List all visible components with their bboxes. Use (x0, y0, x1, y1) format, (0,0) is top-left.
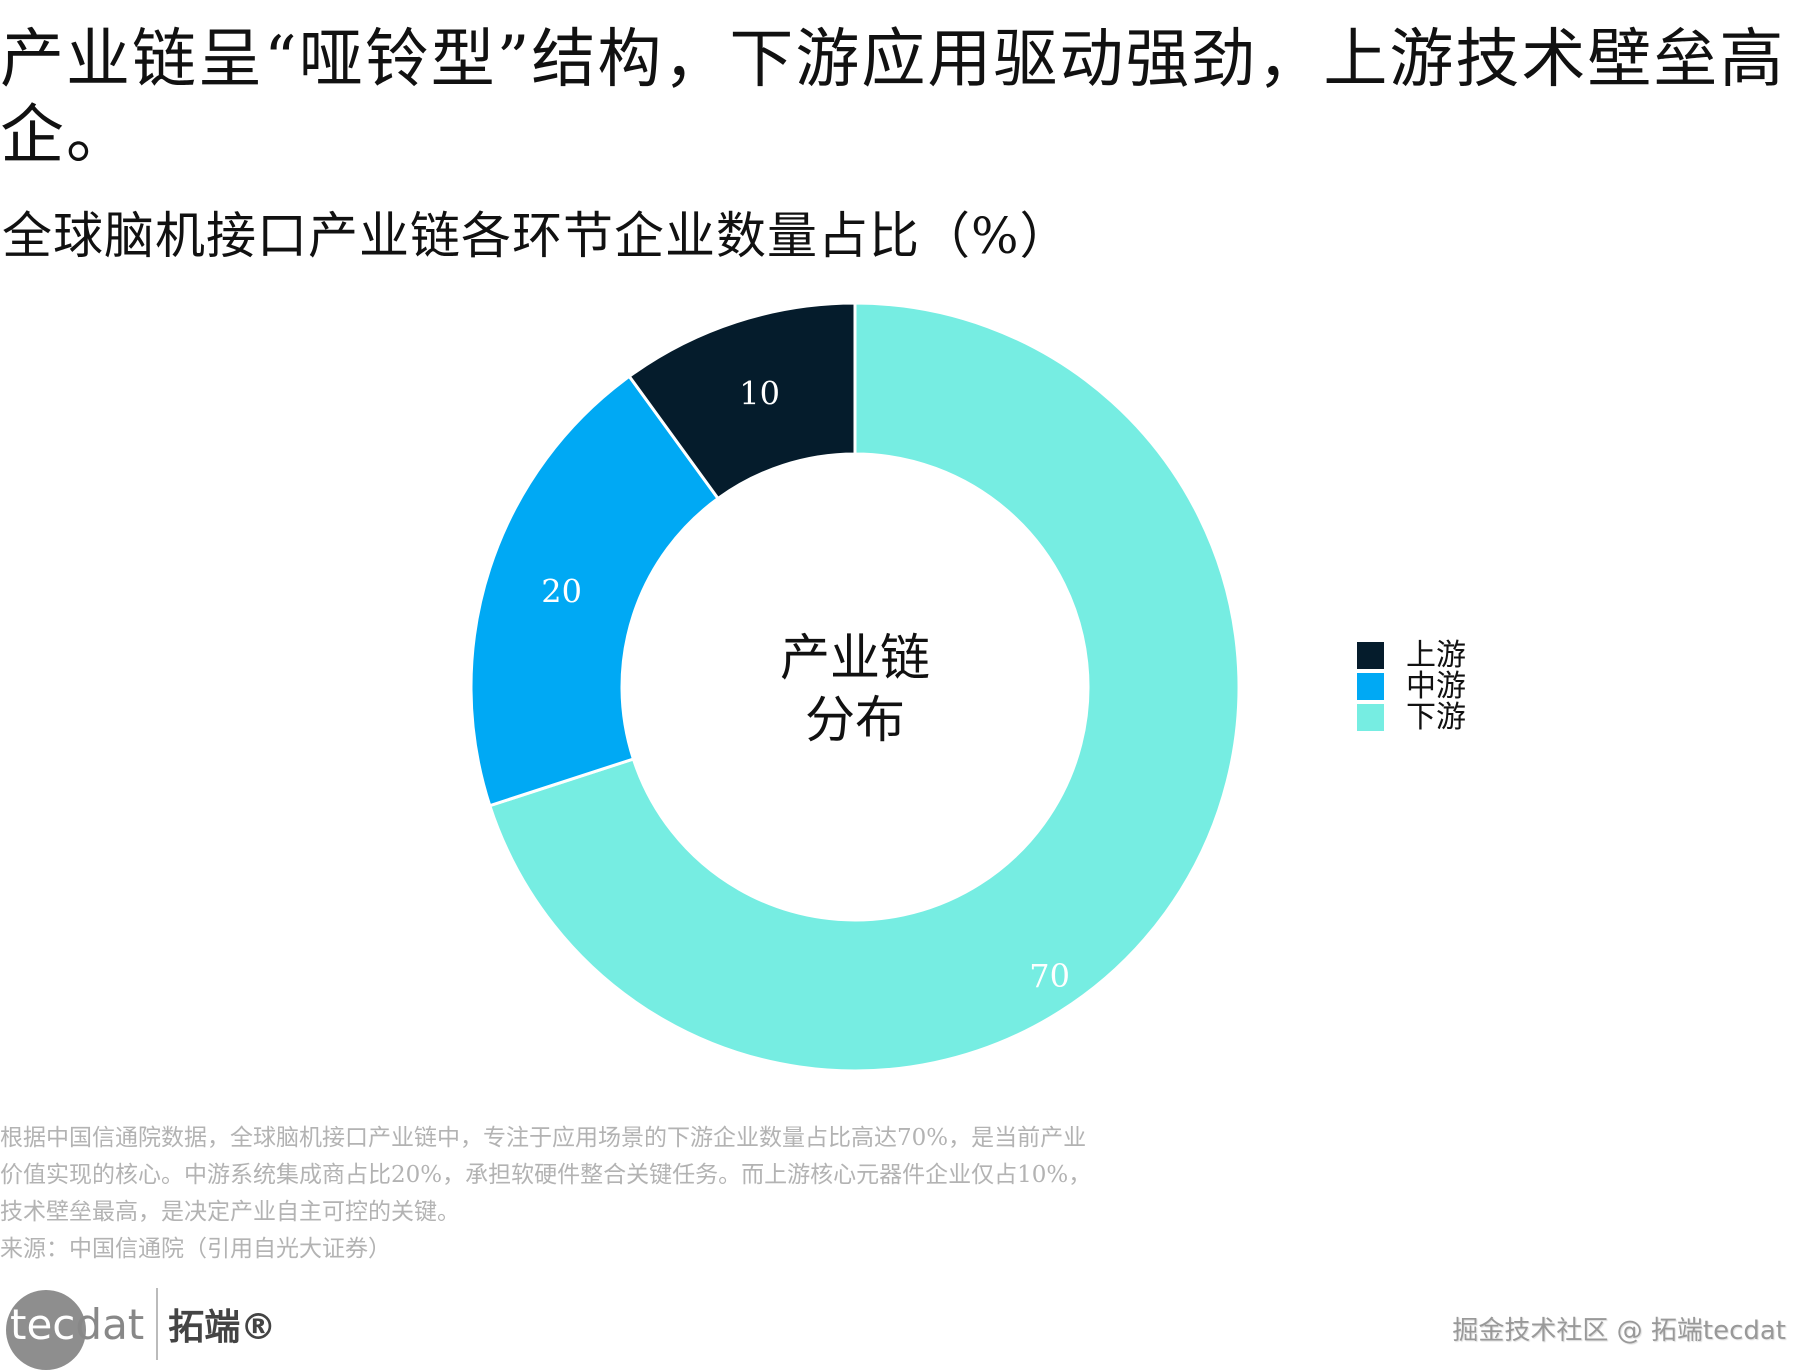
legend-item: 中游 (1357, 671, 1466, 702)
note-line: 价值实现的核心。中游系统集成商占比20%，承担软硬件整合关键任务。而上游核心元器… (0, 1162, 1092, 1188)
legend-swatch (1357, 642, 1384, 669)
data-label: 20 (541, 573, 582, 611)
logo-text-b: dat (75, 1299, 145, 1349)
legend-swatch (1357, 673, 1384, 700)
legend-label: 中游 (1406, 669, 1466, 704)
legend-item: 下游 (1357, 702, 1466, 733)
logo-text-a: tec (10, 1299, 76, 1349)
chart-legend: 上游 中游 下游 (1357, 640, 1466, 733)
data-label: 70 (1029, 957, 1070, 995)
slice-上游 (627, 301, 857, 501)
source-line: 来源：中国信通院（引用自光大证券） (0, 1236, 391, 1262)
note-line: 技术壁垒最高，是决定产业自主可控的关键。 (0, 1199, 460, 1225)
slice-下游 (487, 301, 1241, 1073)
chart-subtitle: 全球脑机接口产业链各环节企业数量占比（%） (2, 207, 1071, 265)
logo-circle (6, 1290, 86, 1370)
slice-中游 (469, 374, 721, 808)
page-title: 产业链呈“哑铃型”结构，下游应用驱动强劲，上游技术壁垒高企。 (0, 23, 1786, 173)
watermark: 掘金技术社区 @ 拓端tecdat (1452, 1316, 1786, 1346)
legend-label: 上游 (1406, 638, 1466, 673)
note-line: 根据中国信通院数据，全球脑机接口产业链中，专注于应用场景的下游企业数量占比高达7… (0, 1125, 1087, 1151)
center-label: 产业链 (780, 629, 930, 687)
data-label: 10 (739, 375, 780, 413)
tecdat-logo: tecdat 拓端® (4, 1288, 277, 1370)
legend-item: 上游 (1357, 640, 1466, 671)
center-label: 分布 (805, 691, 905, 749)
legend-swatch (1357, 704, 1384, 731)
logo-cn: 拓端® (168, 1307, 277, 1348)
legend-label: 下游 (1406, 700, 1466, 735)
logo-divider (156, 1288, 159, 1360)
chart-note: 根据中国信通院数据，全球脑机接口产业链中，专注于应用场景的下游企业数量占比高达7… (0, 1120, 1091, 1268)
